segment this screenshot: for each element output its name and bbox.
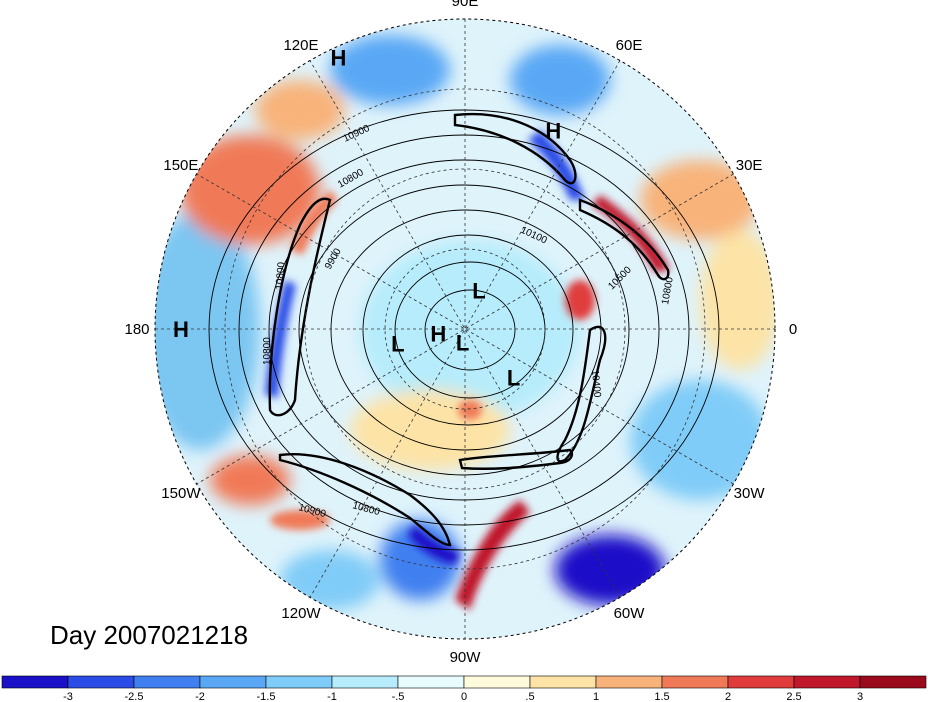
colorbar-tick-label: .5 xyxy=(525,691,534,702)
colorbar-tick-label: -1 xyxy=(327,691,337,702)
colorbar-swatch xyxy=(1,675,69,689)
pressure-center-labels: HHH HLL LL xyxy=(173,46,561,391)
high-pressure-label: H xyxy=(545,119,561,144)
date-label: Day 2007021218 xyxy=(50,620,249,650)
colorbar-swatch xyxy=(727,675,795,689)
colorbar-tick-label: -2.5 xyxy=(125,691,144,702)
contour-label: 10800 xyxy=(262,337,273,365)
colorbar-swatch xyxy=(397,675,465,689)
low-pressure-label: L xyxy=(507,366,520,391)
longitude-label: 90W xyxy=(450,649,482,666)
contour-label: 10400 xyxy=(589,369,602,398)
high-pressure-label: H xyxy=(173,317,189,342)
colorbar-tick-label: 1.5 xyxy=(654,691,669,702)
colorbar-swatch xyxy=(793,675,861,689)
map-boundary xyxy=(154,18,776,640)
low-pressure-label: L xyxy=(391,331,404,356)
contour-label: 10800 xyxy=(274,261,287,290)
jet-stream-contours xyxy=(268,112,670,547)
longitude-label: 0 xyxy=(789,321,797,338)
longitude-label: 150W xyxy=(161,485,201,502)
colorbar-tick-label: 1 xyxy=(593,691,599,702)
longitude-labels: 90E 60E 30E 0 30W 60W 90W 120W 150W 180 150E 120E xyxy=(124,0,797,666)
colorbar-tick-label: -.5 xyxy=(392,691,405,702)
high-pressure-label: H xyxy=(430,322,446,347)
contour-label: 10800 xyxy=(660,276,676,306)
colorbar-tick-label: -2 xyxy=(195,691,205,702)
longitude-label: 120E xyxy=(283,37,318,54)
colorbar-tick-label: 2.5 xyxy=(786,691,801,702)
colorbar-tick-label: -1.5 xyxy=(257,691,276,702)
anomaly-field xyxy=(155,19,775,639)
colorbar: -3 -2.5 -2 -1.5 -1 -.5 0 .5 1 1.5 2 2.5 3 xyxy=(1,675,927,702)
longitude-label: 60E xyxy=(616,37,643,54)
colorbar-tick-label: 2 xyxy=(725,691,731,702)
colorbar-tick-label: 3 xyxy=(857,691,863,702)
colorbar-swatch xyxy=(331,675,399,689)
low-pressure-label: L xyxy=(472,279,485,304)
colorbar-swatch xyxy=(595,675,663,689)
graticule xyxy=(155,19,775,639)
anomaly-blobs-broad xyxy=(155,35,775,610)
colorbar-swatch xyxy=(529,675,597,689)
colorbar-swatch xyxy=(199,675,267,689)
colorbar-swatch xyxy=(463,675,531,689)
colorbar-tick-label: 0 xyxy=(461,691,467,702)
colorbar-tick-label: -3 xyxy=(63,691,73,702)
longitude-label: 150E xyxy=(163,157,198,174)
longitude-label: 60W xyxy=(614,605,646,622)
colorbar-swatch xyxy=(661,675,729,689)
colorbar-swatch xyxy=(859,675,927,689)
colorbar-swatch xyxy=(133,675,201,689)
low-pressure-label: L xyxy=(456,330,469,355)
longitude-label: 30W xyxy=(734,485,766,502)
longitude-label: 180 xyxy=(124,321,149,338)
high-pressure-label: H xyxy=(331,46,347,71)
longitude-label: 90E xyxy=(452,0,479,10)
colorbar-swatch xyxy=(265,675,333,689)
longitude-label: 30E xyxy=(736,157,763,174)
colorbar-swatch xyxy=(67,675,135,689)
longitude-label: 120W xyxy=(281,605,321,622)
